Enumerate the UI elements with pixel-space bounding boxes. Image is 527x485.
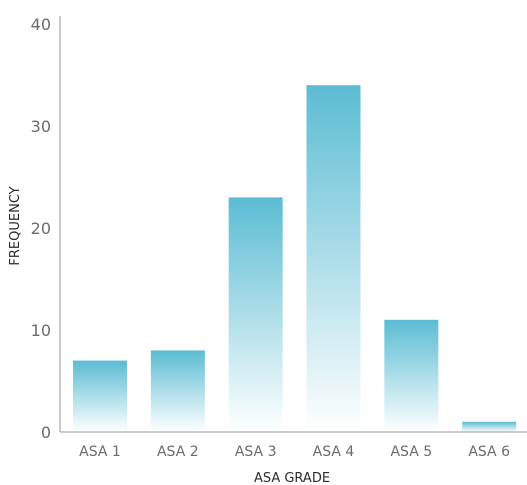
bar-asa-4 [306, 85, 361, 432]
bar-asa-2 [150, 350, 205, 432]
x-tick-label: ASA 3 [235, 444, 277, 460]
x-tick-label: ASA 1 [79, 444, 121, 460]
y-tick-label: 20 [31, 219, 51, 238]
bar-asa-5 [384, 319, 439, 432]
y-tick-label: 40 [31, 15, 51, 34]
bars-group [73, 85, 517, 432]
y-axis-title: FREQUENCY [8, 186, 23, 265]
x-tick-label: ASA 2 [157, 444, 199, 460]
y-tick-label: 10 [31, 321, 51, 340]
bar-asa-6 [462, 421, 517, 432]
x-tick-label: ASA 4 [313, 444, 355, 460]
bar-asa-3 [228, 197, 283, 432]
x-tick-label: ASA 6 [468, 444, 510, 460]
x-axis-title: ASA GRADE [254, 471, 330, 485]
y-axis-ticks: 0 10 20 30 40 [31, 15, 51, 442]
y-tick-label: 30 [31, 117, 51, 136]
x-tick-label: ASA 5 [390, 444, 432, 460]
bar-asa-1 [73, 360, 127, 432]
y-tick-label: 0 [41, 423, 51, 442]
x-axis-tick-labels: ASA 1 ASA 2 ASA 3 ASA 4 ASA 5 ASA 6 [79, 444, 510, 460]
